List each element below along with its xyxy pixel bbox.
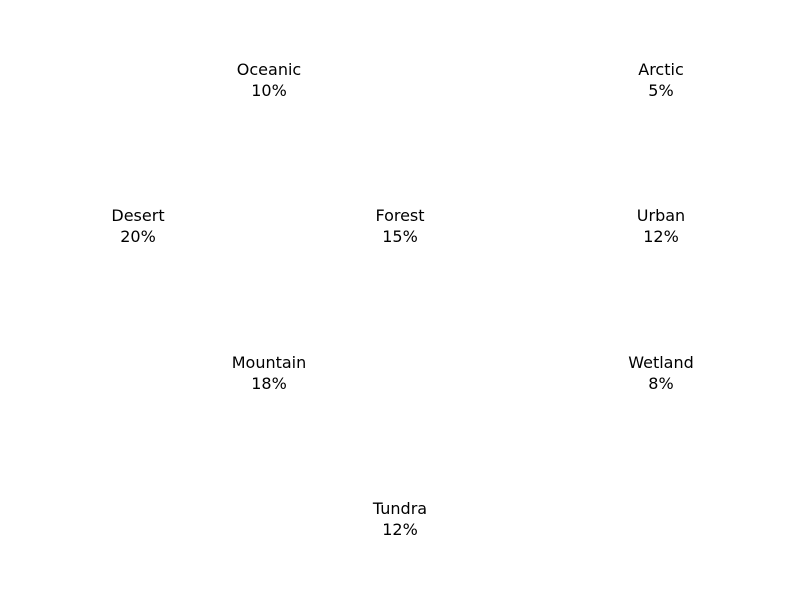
cell-oceanic: Oceanic 10% (237, 60, 301, 100)
cell-value-label: 12% (382, 520, 418, 539)
cell-value-label: 5% (648, 81, 673, 100)
cell-value-label: 20% (120, 227, 156, 246)
cell-labels: Oceanic 10% Arctic 5% Desert 20% Forest 15% Urba… (111, 60, 693, 539)
cell-desert: Desert 20% (111, 206, 164, 246)
cell-value-label: 10% (251, 81, 287, 100)
cell-mountain: Mountain 18% (232, 353, 307, 393)
cell-name-label: Oceanic (237, 60, 301, 79)
cell-forest: Forest 15% (375, 206, 424, 246)
cell-value-label: 18% (251, 374, 287, 393)
cell-arctic: Arctic 5% (638, 60, 683, 100)
cell-name-label: Urban (637, 206, 685, 225)
cell-name-label: Arctic (638, 60, 683, 79)
cell-tundra: Tundra 12% (372, 499, 427, 539)
cell-value-label: 8% (648, 374, 673, 393)
cell-name-label: Wetland (628, 353, 694, 372)
cell-name-label: Forest (375, 206, 424, 225)
cell-name-label: Tundra (372, 499, 427, 518)
cell-value-label: 15% (382, 227, 418, 246)
cell-value-label: 12% (643, 227, 679, 246)
cell-name-label: Desert (111, 206, 164, 225)
cell-wetland: Wetland 8% (628, 353, 694, 393)
cell-name-label: Mountain (232, 353, 307, 372)
cell-urban: Urban 12% (637, 206, 685, 246)
